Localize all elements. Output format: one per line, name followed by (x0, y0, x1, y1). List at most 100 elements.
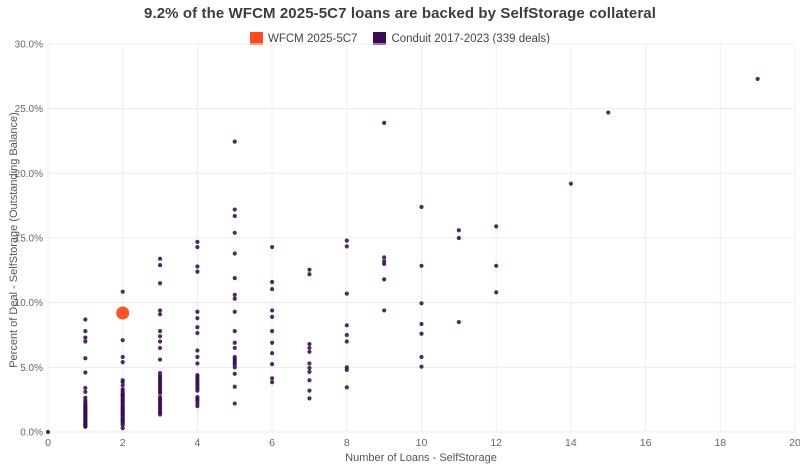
conduit-data-point (419, 331, 424, 336)
conduit-data-point (195, 309, 200, 314)
conduit-data-point (344, 367, 349, 373)
conduit-data-point (419, 364, 424, 369)
conduit-data-point (45, 429, 51, 435)
y-tick-label: 20.0% (15, 169, 43, 180)
conduit-data-point (270, 351, 275, 356)
conduit-data-point (120, 289, 125, 294)
conduit-data-point (157, 263, 163, 268)
conduit-data-point (270, 279, 275, 285)
conduit-data-point (232, 345, 237, 351)
conduit-data-point (307, 369, 312, 374)
conduit-data-point (195, 325, 200, 330)
conduit-data-point (270, 286, 275, 292)
x-axis-title: Number of Loans - SelfStorage (345, 452, 497, 464)
conduit-data-point (157, 308, 163, 313)
y-tick-label: 10.0% (15, 298, 43, 309)
conduit-data-point (232, 213, 237, 219)
legend-swatch-conduit (373, 32, 387, 45)
conduit-data-point (232, 230, 237, 235)
conduit-data-point (195, 330, 200, 336)
conduit-data-point (606, 110, 611, 115)
conduit-data-point (456, 235, 461, 241)
conduit-data-point (755, 76, 760, 82)
conduit-data-point (157, 256, 163, 261)
x-tick-label: 20 (789, 437, 800, 449)
x-tick-label: 16 (640, 437, 652, 449)
wfcm-data-point (116, 306, 130, 320)
conduit-data-point (157, 412, 163, 417)
conduit-data-point (83, 424, 88, 429)
legend-swatch-wfcm (249, 32, 263, 45)
conduit-data-point (232, 292, 237, 298)
conduit-data-point (270, 376, 275, 381)
conduit-data-point (195, 348, 200, 353)
conduit-data-point (344, 339, 349, 344)
conduit-data-point (195, 316, 200, 321)
conduit-data-point (83, 370, 88, 375)
conduit-data-point (83, 339, 88, 344)
conduit-data-point (120, 426, 125, 431)
conduit-data-point (307, 361, 312, 366)
y-tick-label: 5.0% (20, 363, 43, 374)
conduit-data-point (232, 329, 237, 334)
conduit-data-point (232, 139, 237, 144)
conduit-data-point (195, 354, 200, 360)
y-tick-label: 0.0% (20, 428, 43, 439)
conduit-data-point (195, 388, 200, 393)
conduit-data-point (344, 332, 349, 338)
conduit-data-point (307, 349, 312, 354)
conduit-data-point (232, 275, 237, 281)
conduit-data-point (232, 251, 237, 256)
conduit-data-point (157, 357, 163, 362)
conduit-data-point (83, 385, 88, 391)
conduit-data-point (270, 244, 275, 250)
conduit-data-point (270, 362, 275, 367)
conduit-data-point (307, 388, 312, 393)
conduit-data-point (382, 255, 387, 260)
legend-label-conduit: Conduit 2017-2023 (339 deals) (391, 32, 551, 45)
conduit-data-point (120, 422, 125, 427)
conduit-data-point (270, 340, 275, 345)
conduit-data-point (120, 380, 125, 385)
conduit-data-point (382, 308, 387, 313)
chart-title: 9.2% of the WFCM 2025-5C7 loans are back… (144, 5, 656, 22)
conduit-data-point (195, 404, 200, 409)
conduit-data-point (494, 224, 499, 229)
x-tick-label: 10 (416, 437, 428, 449)
conduit-data-point (419, 263, 424, 268)
conduit-data-point (232, 365, 237, 370)
conduit-data-point (195, 239, 200, 244)
conduit-data-point (270, 308, 275, 313)
conduit-data-point (382, 261, 387, 266)
conduit-data-point (120, 354, 125, 360)
conduit-data-point (157, 281, 163, 286)
conduit-data-point (195, 269, 200, 274)
conduit-data-point (307, 341, 312, 347)
x-tick-label: 12 (490, 437, 502, 449)
conduit-data-point (344, 385, 349, 390)
conduit-data-point (157, 312, 163, 317)
conduit-data-point (232, 309, 237, 314)
conduit-data-point (232, 401, 237, 406)
x-tick-label: 6 (269, 437, 275, 449)
conduit-data-point (83, 317, 88, 322)
conduit-data-point (195, 244, 200, 250)
conduit-data-point (120, 383, 125, 388)
conduit-data-point (419, 321, 424, 327)
conduit-data-point (157, 391, 163, 396)
conduit-data-point (307, 396, 312, 401)
conduit-data-point (270, 380, 275, 385)
conduit-data-point (494, 263, 499, 268)
conduit-data-point (419, 301, 424, 306)
conduit-data-point (307, 345, 312, 351)
conduit-data-point (232, 207, 237, 212)
legend-label-wfcm: WFCM 2025-5C7 (267, 32, 358, 45)
conduit-data-point (83, 389, 88, 395)
conduit-data-point (157, 339, 163, 344)
conduit-data-point (456, 228, 461, 233)
conduit-data-point (120, 360, 125, 365)
conduit-data-point (232, 371, 237, 376)
conduit-data-point (157, 334, 163, 339)
conduit-data-point (195, 264, 200, 269)
